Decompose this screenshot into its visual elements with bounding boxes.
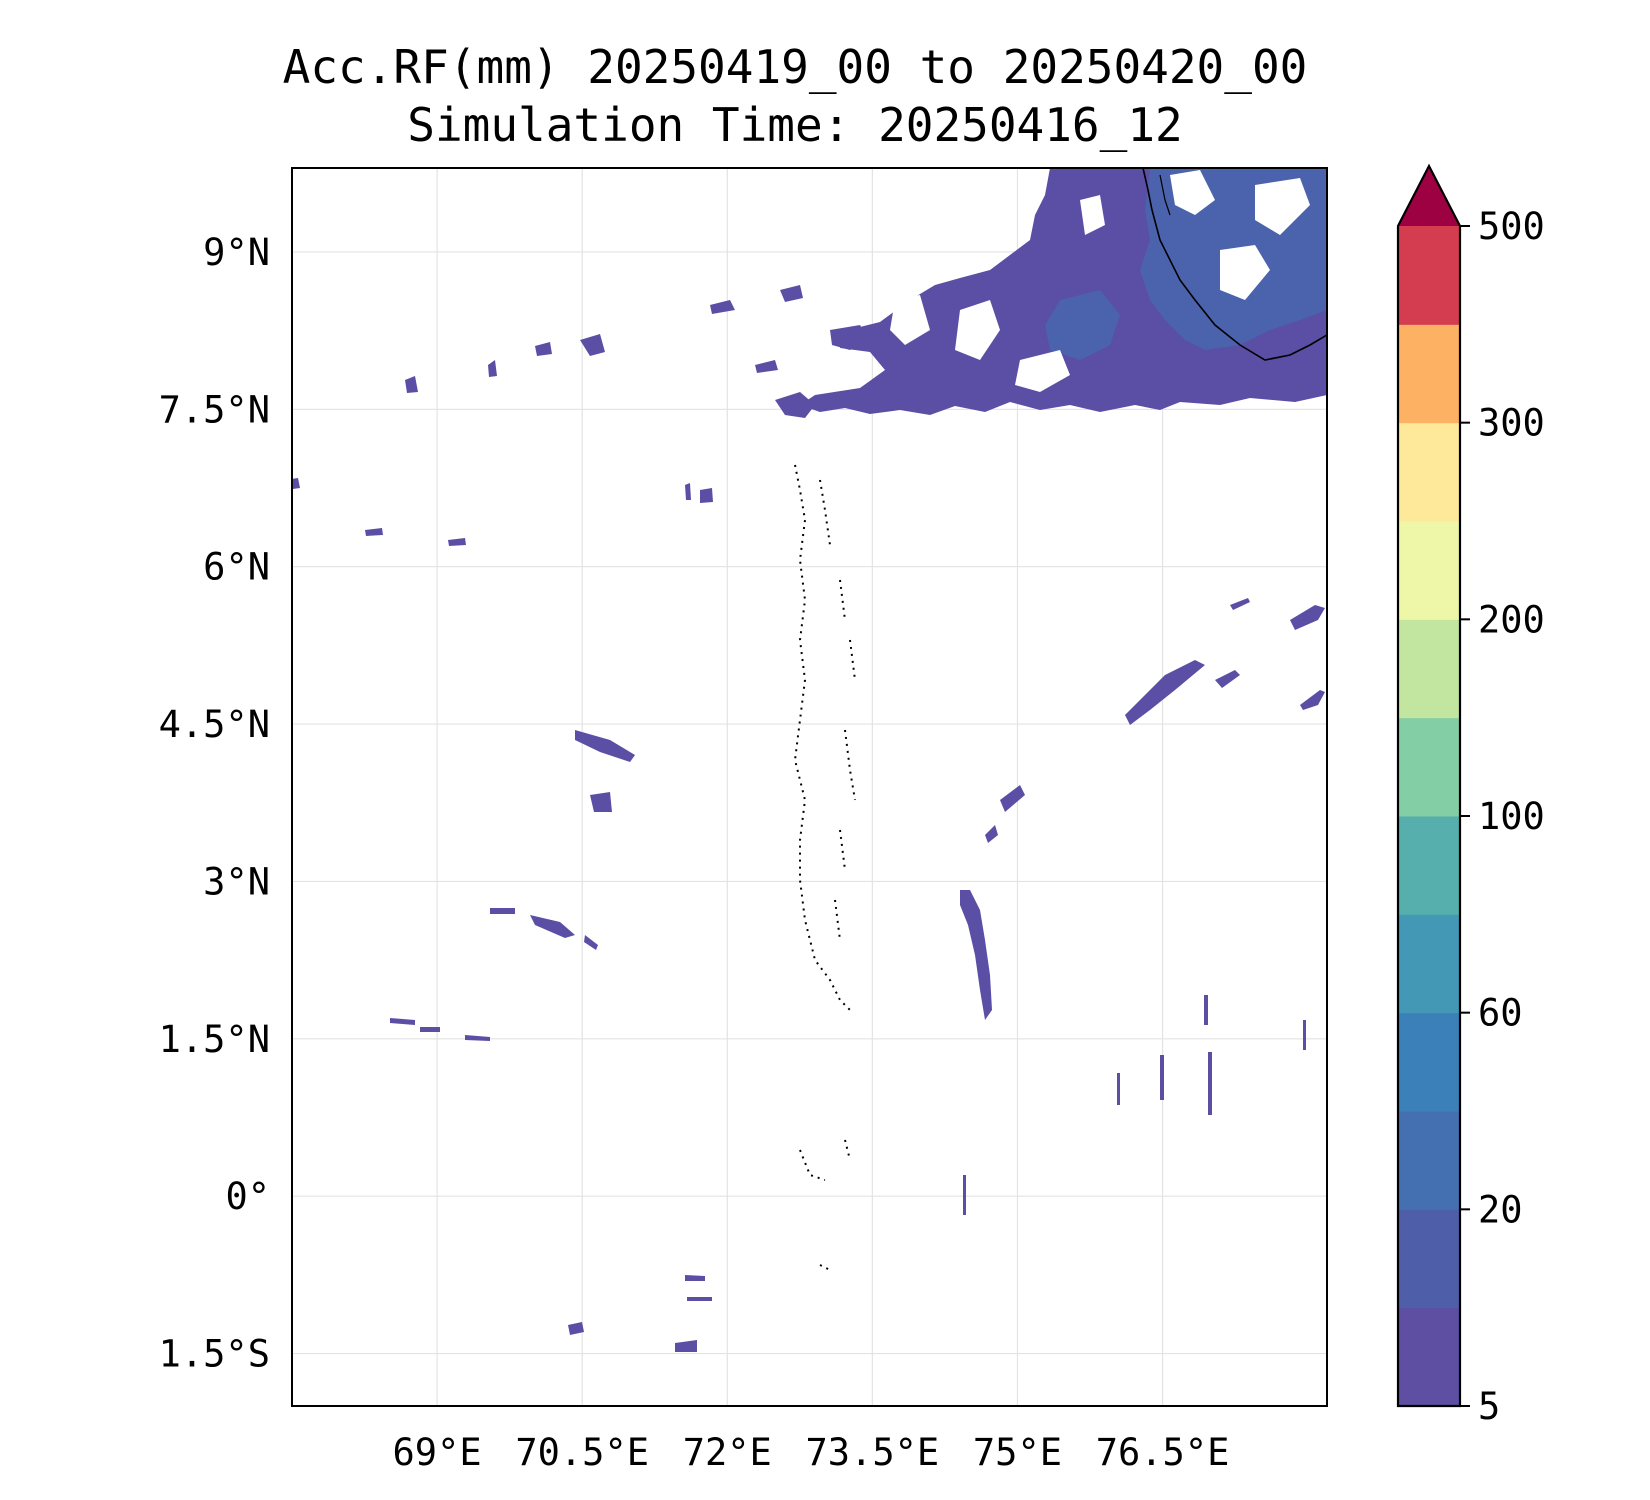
rain-streak-west-3 <box>390 1018 415 1025</box>
latitude-ticks: 9°N 7.5°N 6°N 4.5°N 3°N 1.5°N 0° 1.5°S <box>159 231 270 1376</box>
rain-streak-west-2 <box>490 908 515 914</box>
x-tick-label: 76.5°E <box>1096 1431 1230 1474</box>
map-frame <box>291 167 1328 1407</box>
colorbar-outline <box>1396 163 1462 1408</box>
colorbar-tick-label: 5 <box>1478 1385 1500 1428</box>
colorbar: 5 20 60 100 200 300 500 <box>1396 163 1545 1428</box>
map-title: Acc.RF(mm) 20250419_00 to 20250420_00 <box>282 40 1308 94</box>
colorbar-bin <box>1398 1111 1460 1210</box>
colorbar-bin <box>1398 324 1460 424</box>
y-tick-label: 0° <box>225 1175 270 1218</box>
y-tick-label: 1.5°N <box>159 1018 270 1061</box>
y-tick-label: 1.5°S <box>159 1333 270 1376</box>
rain-region-northeast-core2 <box>1045 290 1120 360</box>
colorbar-bin <box>1398 226 1460 325</box>
india-coastline <box>1142 168 1327 361</box>
colorbar-bin <box>1398 619 1460 719</box>
longitude-ticks: 69°E 70.5°E 72°E 73.5°E 75°E 76.5°E <box>393 1431 1230 1474</box>
maldives-atolls <box>793 464 856 1271</box>
rain-streak-vertical-1 <box>1204 995 1208 1025</box>
colorbar-bin <box>1398 422 1460 522</box>
colorbar-bin <box>1398 521 1460 620</box>
y-tick-label: 6°N <box>203 546 270 589</box>
x-tick-label: 75°E <box>973 1431 1062 1474</box>
colorbar-tick-label: 500 <box>1478 205 1545 248</box>
colorbar-bin <box>1398 1209 1460 1309</box>
rain-streak-central-east <box>960 890 992 1020</box>
rain-streak-north-1 <box>775 392 815 418</box>
sri-lanka-hint <box>1159 174 1171 216</box>
colorbar-bin <box>1398 1307 1460 1407</box>
rainfall-fields <box>292 168 1327 1352</box>
rain-streak-west-1 <box>575 730 635 762</box>
x-tick-label: 73.5°E <box>806 1431 940 1474</box>
x-tick-label: 70.5°E <box>515 1431 649 1474</box>
colorbar-tick-label: 200 <box>1478 598 1545 641</box>
y-tick-label: 7.5°N <box>159 388 270 431</box>
colorbar-bin <box>1398 1012 1460 1112</box>
colorbar-tick-label: 20 <box>1478 1188 1523 1231</box>
y-tick-label: 4.5°N <box>159 703 270 746</box>
rain-streak-east-1 <box>1125 660 1205 725</box>
rain-streak-south <box>568 1322 584 1335</box>
colorbar-tick-label: 300 <box>1478 402 1545 445</box>
colorbar-bin <box>1398 816 1460 915</box>
colorbar-tick-label: 100 <box>1478 795 1545 838</box>
colorbar-bin <box>1398 914 1460 1014</box>
x-tick-label: 69°E <box>393 1431 482 1474</box>
y-tick-label: 9°N <box>203 231 270 274</box>
y-tick-label: 3°N <box>203 860 270 903</box>
x-tick-label: 72°E <box>683 1431 772 1474</box>
map-subtitle: Simulation Time: 20250416_12 <box>407 98 1183 152</box>
coastlines <box>793 168 1327 1271</box>
colorbar-extend-arrow <box>1398 166 1460 226</box>
colorbar-tick-label: 60 <box>1478 992 1523 1035</box>
colorbar-bin <box>1398 717 1460 817</box>
